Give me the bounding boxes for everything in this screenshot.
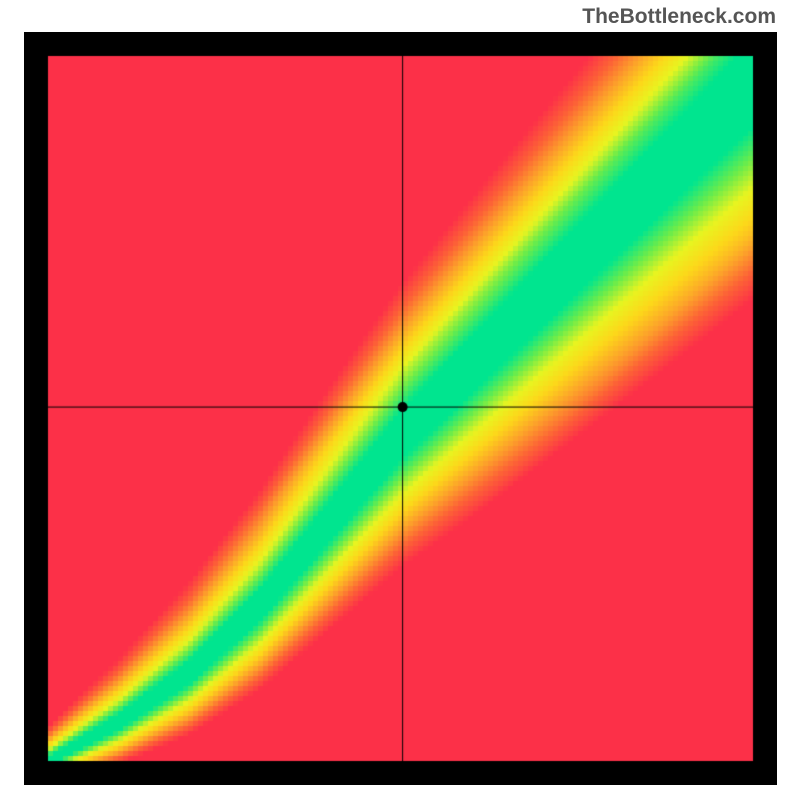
heatmap-chart bbox=[24, 32, 777, 785]
chart-container: TheBottleneck.com bbox=[0, 0, 800, 800]
heatmap-canvas bbox=[24, 32, 777, 785]
watermark-text: TheBottleneck.com bbox=[582, 5, 776, 29]
